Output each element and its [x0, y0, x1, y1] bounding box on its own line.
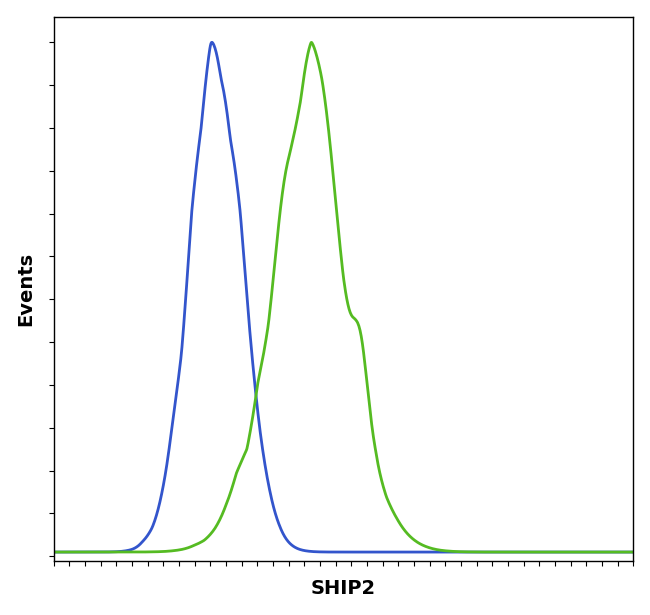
- X-axis label: SHIP2: SHIP2: [311, 579, 376, 598]
- Y-axis label: Events: Events: [17, 252, 36, 326]
